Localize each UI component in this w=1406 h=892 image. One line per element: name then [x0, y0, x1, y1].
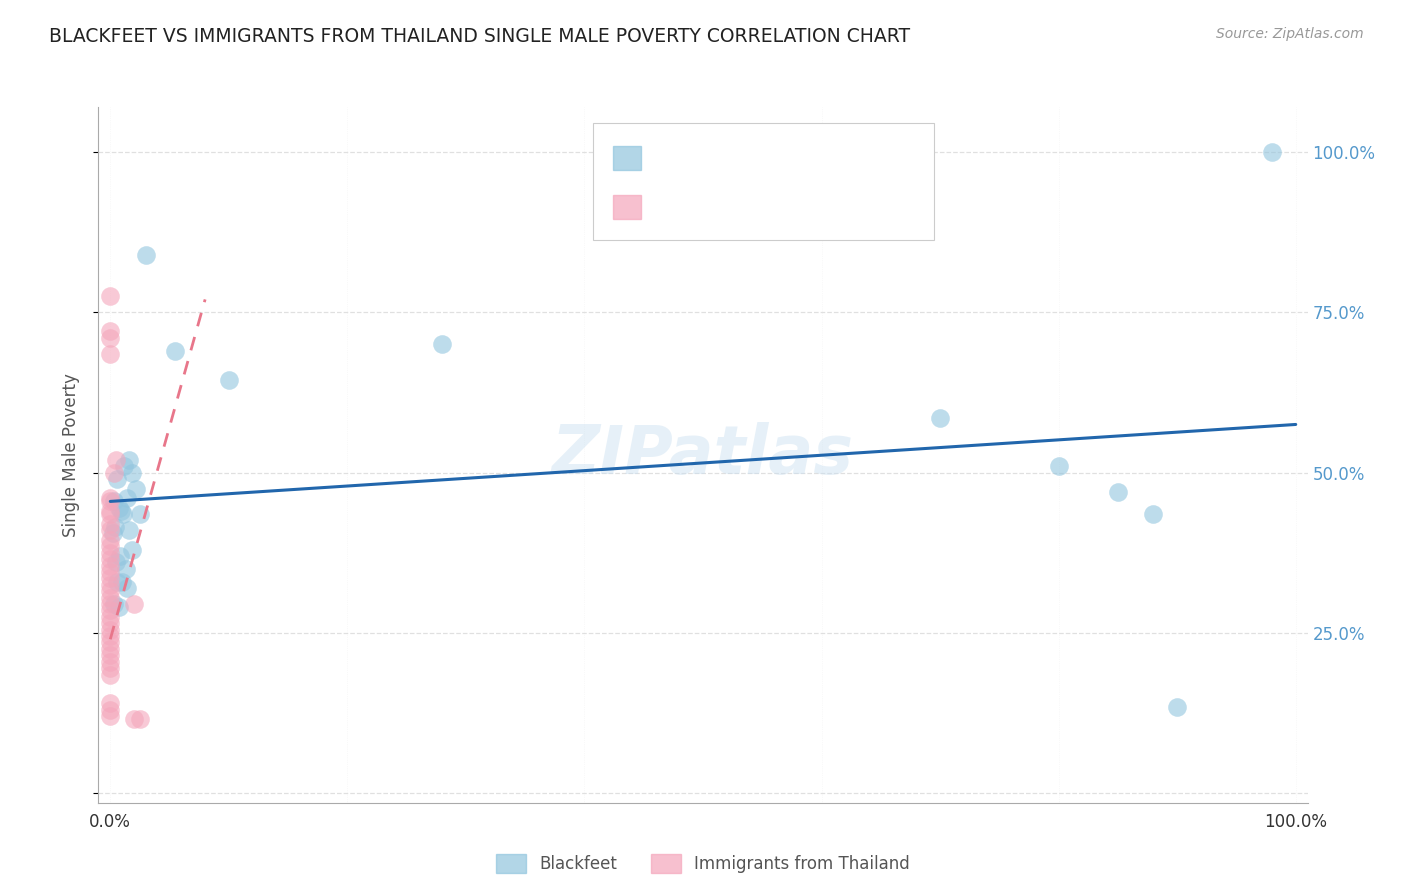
- Text: N = 40: N = 40: [796, 198, 863, 216]
- Point: [129, 507, 152, 521]
- Point: [110, 504, 132, 518]
- Text: BLACKFEET VS IMMIGRANTS FROM THAILAND SINGLE MALE POVERTY CORRELATION CHART: BLACKFEET VS IMMIGRANTS FROM THAILAND SI…: [49, 27, 910, 45]
- Point: [98, 697, 121, 711]
- Point: [135, 247, 157, 261]
- Point: [98, 494, 121, 508]
- Point: [98, 516, 121, 531]
- Point: [98, 709, 121, 723]
- Point: [114, 562, 136, 576]
- Point: [98, 571, 121, 585]
- Point: [121, 466, 143, 480]
- Point: [218, 373, 240, 387]
- Point: [115, 581, 138, 595]
- Text: N = 33: N = 33: [796, 149, 863, 167]
- Point: [98, 603, 121, 617]
- Point: [165, 343, 187, 358]
- Point: [108, 549, 131, 563]
- Point: [101, 526, 124, 541]
- Point: [98, 558, 121, 573]
- Point: [1261, 145, 1284, 159]
- Point: [98, 289, 121, 303]
- Point: [105, 452, 128, 467]
- Point: [112, 507, 135, 521]
- Point: [98, 616, 121, 631]
- Point: [1047, 459, 1070, 474]
- Text: R = 0.405: R = 0.405: [651, 198, 749, 216]
- Point: [1142, 507, 1164, 521]
- Point: [98, 623, 121, 637]
- Point: [98, 552, 121, 566]
- Point: [432, 337, 454, 351]
- Point: [929, 411, 952, 425]
- Legend: Blackfeet, Immigrants from Thailand: Blackfeet, Immigrants from Thailand: [488, 846, 918, 881]
- Point: [98, 597, 121, 611]
- Point: [122, 597, 145, 611]
- Point: [114, 459, 136, 474]
- Point: [98, 629, 121, 643]
- Point: [98, 546, 121, 560]
- Point: [98, 578, 121, 592]
- Point: [105, 472, 128, 486]
- Point: [103, 597, 125, 611]
- Point: [98, 641, 121, 656]
- Text: Source: ZipAtlas.com: Source: ZipAtlas.com: [1216, 27, 1364, 41]
- Point: [104, 520, 127, 534]
- Point: [98, 523, 121, 537]
- Point: [98, 667, 121, 681]
- Point: [98, 331, 121, 345]
- Point: [118, 452, 141, 467]
- Point: [121, 542, 143, 557]
- Point: [125, 482, 148, 496]
- Point: [115, 491, 138, 506]
- Point: [98, 504, 121, 518]
- Point: [98, 661, 121, 675]
- Point: [129, 713, 152, 727]
- Point: [105, 574, 128, 589]
- Point: [105, 555, 128, 569]
- Point: [98, 347, 121, 361]
- Point: [107, 500, 129, 515]
- Point: [98, 491, 121, 506]
- Y-axis label: Single Male Poverty: Single Male Poverty: [62, 373, 80, 537]
- Point: [107, 600, 129, 615]
- Text: R =  0.152: R = 0.152: [651, 149, 755, 167]
- Point: [98, 533, 121, 547]
- Point: [103, 494, 125, 508]
- Point: [98, 703, 121, 717]
- Point: [98, 610, 121, 624]
- Point: [122, 713, 145, 727]
- Point: [98, 539, 121, 553]
- Point: [1107, 484, 1129, 499]
- Point: [98, 565, 121, 579]
- Point: [111, 574, 134, 589]
- Point: [98, 325, 121, 339]
- Point: [98, 655, 121, 669]
- Point: [98, 507, 121, 521]
- Point: [98, 648, 121, 663]
- Point: [103, 466, 125, 480]
- Point: [1166, 699, 1188, 714]
- Point: [98, 584, 121, 599]
- Point: [98, 635, 121, 649]
- Text: ZIPatlas: ZIPatlas: [553, 422, 853, 488]
- Point: [98, 591, 121, 605]
- Point: [118, 523, 141, 537]
